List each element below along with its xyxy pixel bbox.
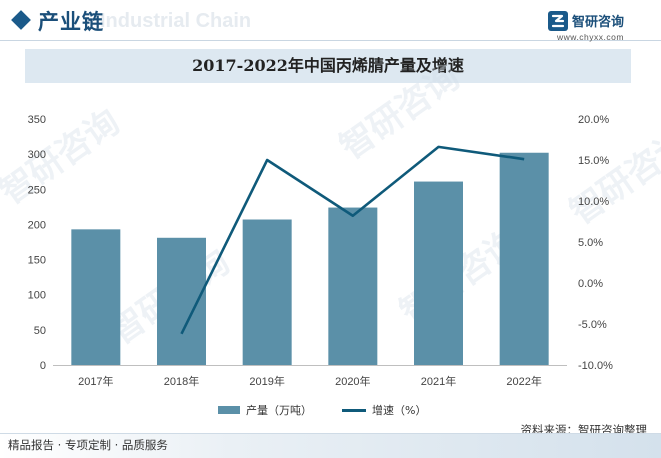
y-right-tick-label: 10.0%	[578, 196, 609, 208]
bar	[328, 207, 378, 365]
bar	[242, 219, 292, 365]
header-ghost-text: Industrial Chain	[100, 10, 252, 32]
footer-band	[0, 434, 661, 458]
x-tick-label: 2019年	[249, 374, 284, 388]
brand-name: 智研咨询	[572, 15, 625, 30]
y-left-tick-label: 50	[34, 325, 46, 337]
section-title: 产业链	[38, 10, 104, 34]
brand-logo-icon	[548, 11, 568, 31]
bar	[499, 152, 549, 365]
y-right-tick-label: -5.0%	[578, 319, 607, 331]
legend-item-growth: 增速（%）	[342, 402, 452, 418]
x-tick-label: 2022年	[506, 374, 541, 388]
y-left-tick-label: 350	[28, 114, 46, 126]
legend-label-growth: 增速（%）	[372, 404, 427, 417]
x-tick-label: 2018年	[164, 374, 199, 388]
y-left-tick-label: 0	[40, 360, 46, 372]
y-right-tick-label: -10.0%	[578, 360, 613, 372]
y-right-tick-label: 15.0%	[578, 155, 609, 167]
y-left-tick-label: 150	[28, 255, 46, 267]
header: Industrial Chain 产业链 智研咨询 www.chyxx.com	[0, 0, 661, 44]
legend-item-output: 产量（万吨）	[218, 402, 328, 418]
brand-url: www.chyxx.com	[557, 32, 624, 42]
y-right-tick-label: 5.0%	[578, 237, 603, 249]
footer-divider	[0, 433, 661, 434]
chart-title: 2017-2022年中国丙烯腈产量及增速	[192, 56, 464, 75]
legend-swatch-bar	[218, 406, 240, 414]
y-right-tick-label: 20.0%	[578, 114, 609, 126]
y-left-tick-label: 250	[28, 184, 46, 196]
header-divider	[0, 40, 661, 41]
legend-swatch-line	[342, 409, 366, 412]
x-tick-label: 2020年	[335, 374, 370, 388]
x-tick-label: 2021年	[421, 374, 456, 388]
x-tick-label: 2017年	[78, 374, 113, 388]
legend-label-output: 产量（万吨）	[246, 404, 312, 417]
footer-slogan: 精品报告 · 专项定制 · 品质服务	[8, 438, 168, 452]
bar	[71, 229, 121, 365]
y-right-tick-label: 0.0%	[578, 278, 603, 290]
growth-line	[180, 145, 525, 335]
y-left-tick-label: 200	[28, 219, 46, 231]
chart-title-band: 2017-2022年中国丙烯腈产量及增速	[25, 49, 631, 83]
y-left-tick-label: 100	[28, 290, 46, 302]
brand-block: 智研咨询 www.chyxx.com	[547, 8, 647, 42]
y-left-tick-label: 300	[28, 149, 46, 161]
bar	[414, 181, 463, 365]
